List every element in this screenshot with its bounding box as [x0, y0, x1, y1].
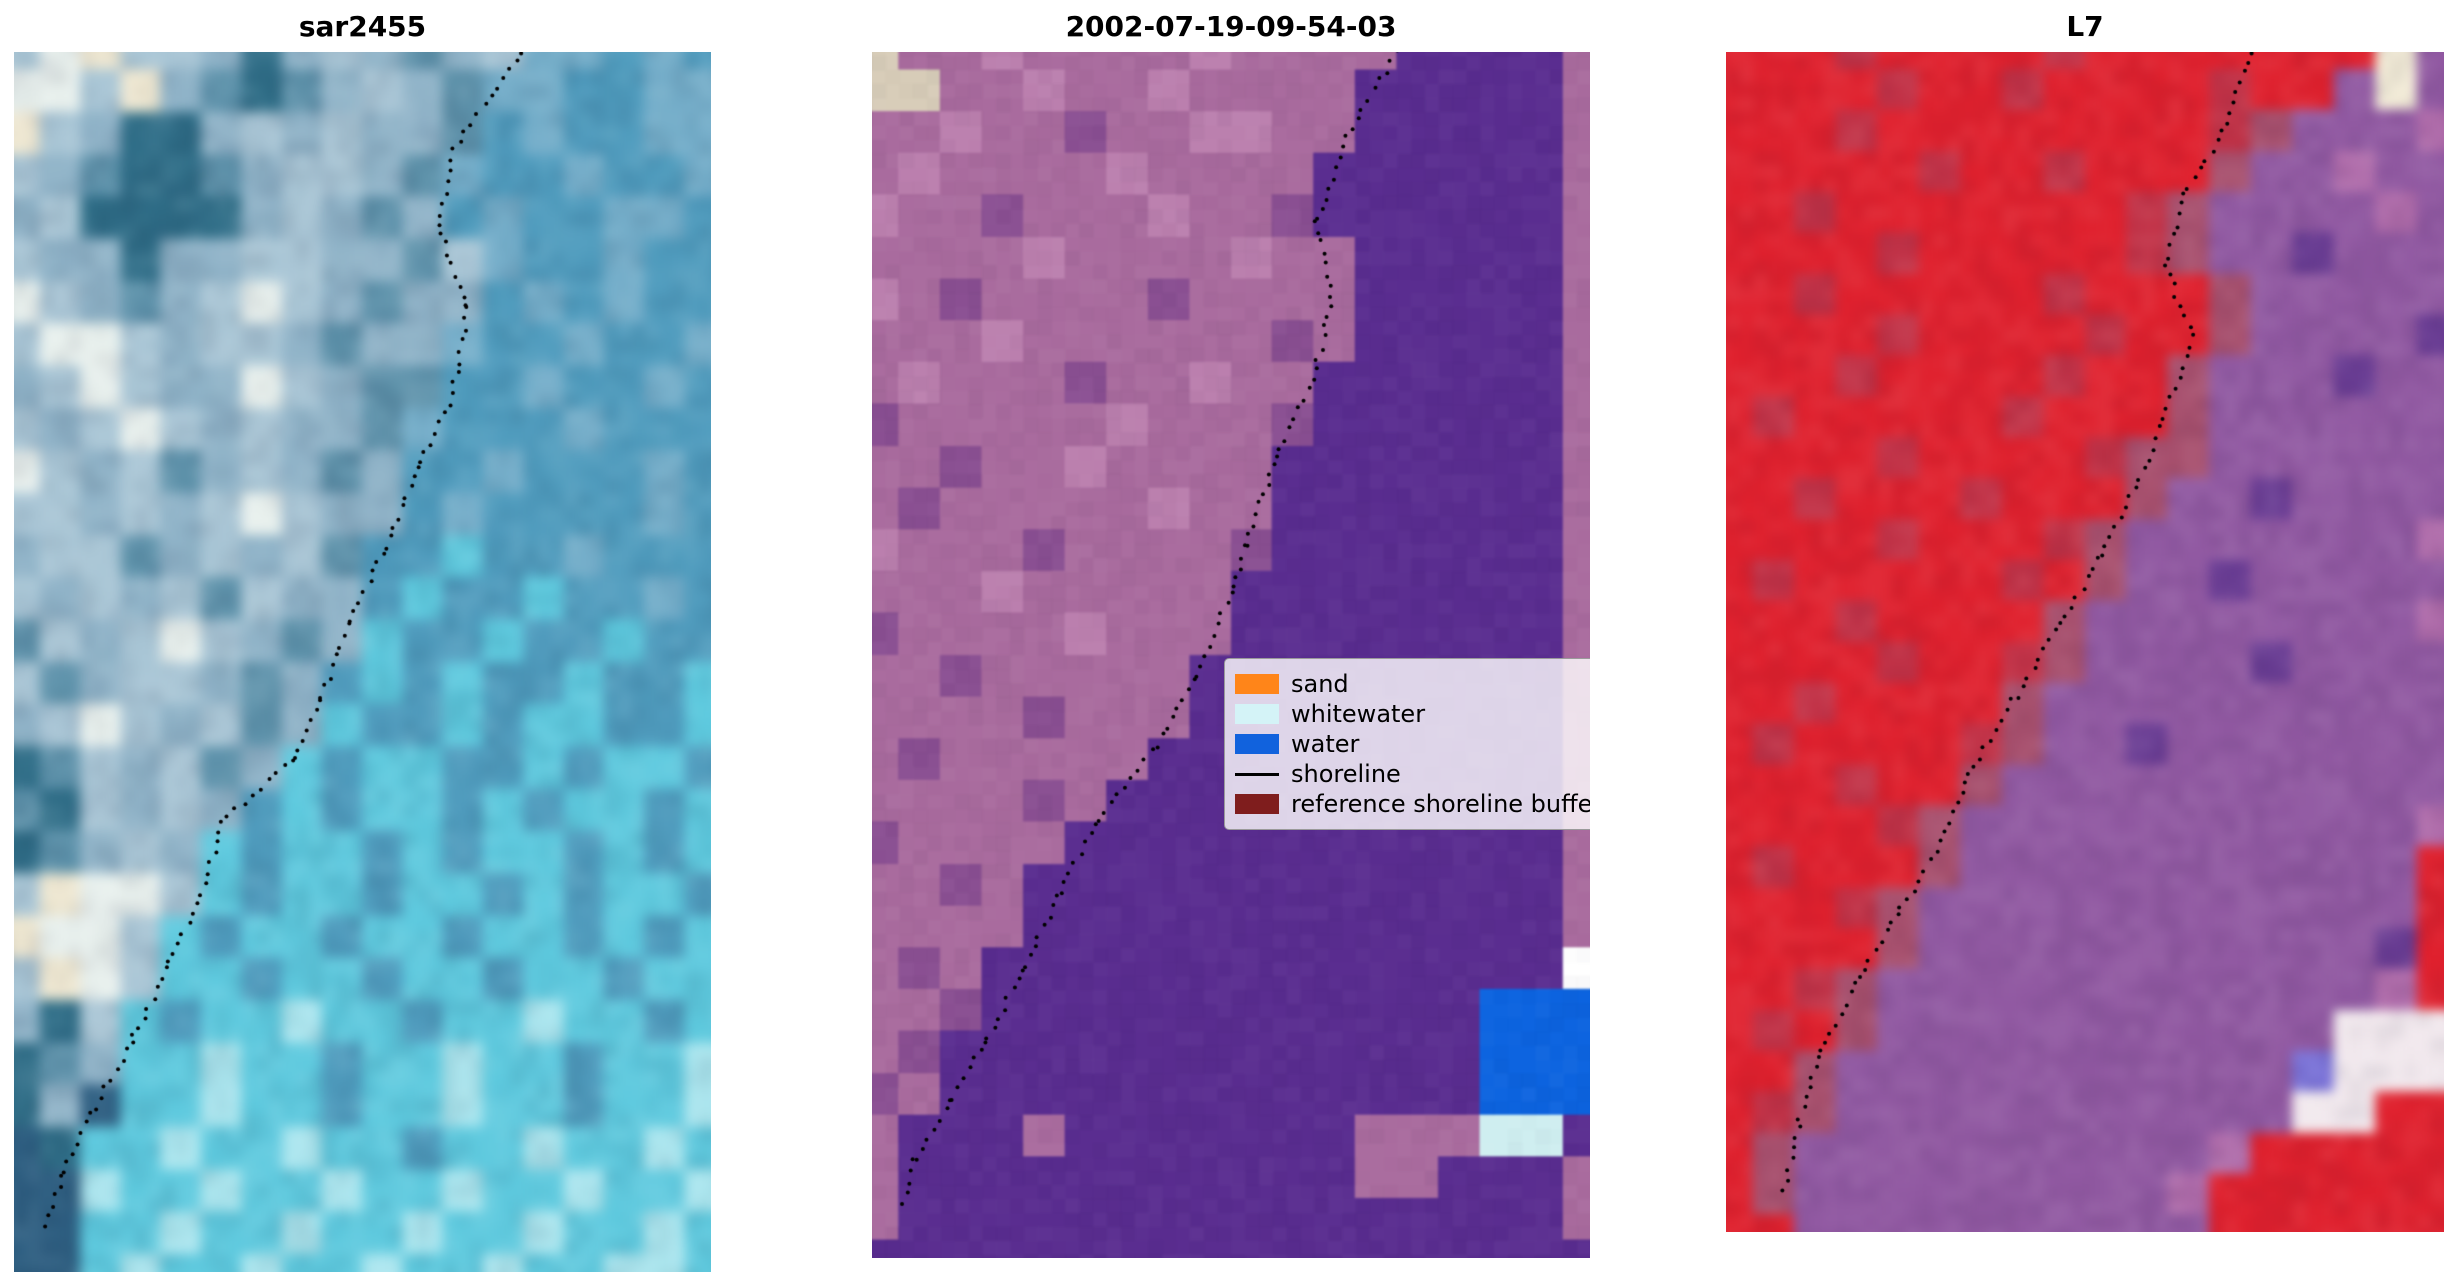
sand-swatch — [1235, 674, 1279, 694]
legend-label-sand: sand — [1291, 670, 1349, 698]
legend-label-whitewater: whitewater — [1291, 700, 1426, 728]
l7-shoreline-overlay — [1726, 52, 2444, 1232]
legend-label-shoreline: shoreline — [1291, 760, 1401, 788]
whitewater-swatch — [1235, 704, 1279, 724]
sar-image-panel — [14, 52, 711, 1272]
legend-item: water — [1235, 729, 1590, 759]
water-swatch — [1235, 734, 1279, 754]
classification-shoreline-overlay — [872, 52, 1590, 1258]
legend-item: shoreline — [1235, 759, 1590, 789]
legend-label-reference-buffer: reference shoreline buffer — [1291, 790, 1590, 818]
legend-item: reference shoreline buffer — [1235, 789, 1590, 819]
sar-shoreline-overlay — [14, 52, 711, 1272]
shoreline-swatch — [1235, 772, 1279, 776]
reference-buffer-swatch — [1235, 794, 1279, 814]
panel-title-l7: L7 — [2066, 10, 2104, 43]
panel-title-classification: 2002-07-19-09-54-03 — [1065, 10, 1397, 43]
panel-title-sar: sar2455 — [298, 10, 427, 43]
l7-image-panel — [1726, 52, 2444, 1232]
classification-image-panel: sand whitewater water shoreline referenc… — [872, 52, 1590, 1258]
legend-item: sand — [1235, 669, 1590, 699]
legend-label-water: water — [1291, 730, 1360, 758]
legend: sand whitewater water shoreline referenc… — [1224, 658, 1590, 830]
legend-item: whitewater — [1235, 699, 1590, 729]
